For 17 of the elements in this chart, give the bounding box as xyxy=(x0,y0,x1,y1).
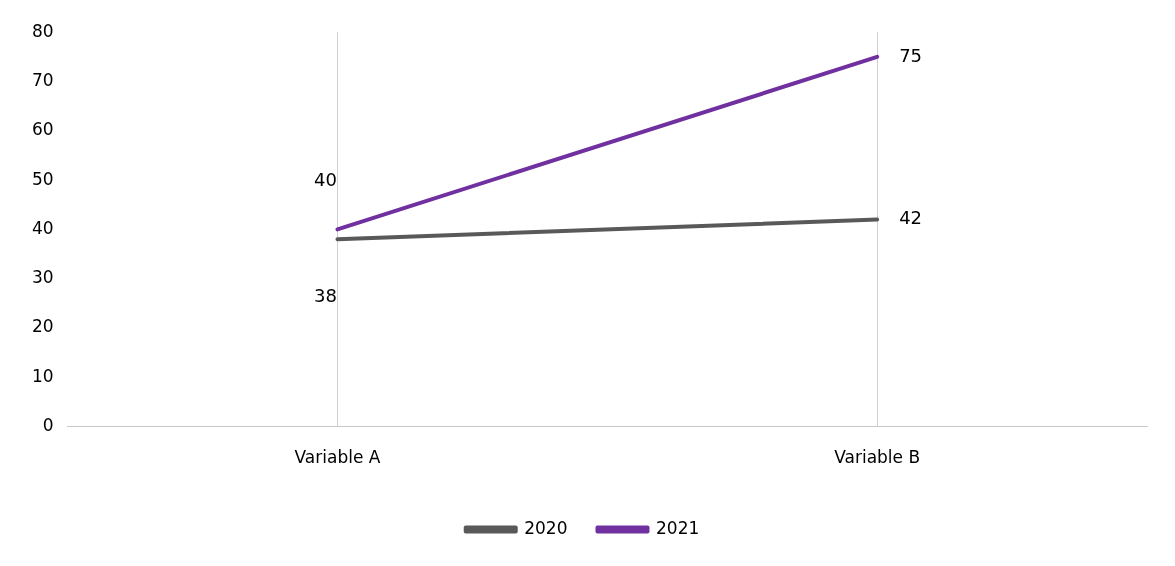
y-tick-label: 50 xyxy=(31,168,54,189)
y-tick-label: 10 xyxy=(31,365,54,386)
data-label: 75 xyxy=(899,44,923,66)
y-tick-label: 80 xyxy=(31,20,54,41)
y-tick-label: 0 xyxy=(42,415,54,436)
x-tick-label: Variable A xyxy=(294,447,381,468)
legend-label: 2020 xyxy=(524,517,568,538)
legend-label: 2021 xyxy=(656,517,700,538)
y-tick-label: 70 xyxy=(31,69,54,90)
x-tick-label: Variable B xyxy=(834,447,921,468)
y-tick-label: 40 xyxy=(31,217,54,238)
y-tick-label: 20 xyxy=(31,316,54,337)
data-label: 42 xyxy=(899,207,923,229)
y-tick-label: 60 xyxy=(31,119,54,140)
data-label: 38 xyxy=(314,284,337,306)
y-tick-label: 30 xyxy=(31,267,54,288)
data-label: 40 xyxy=(314,169,337,191)
